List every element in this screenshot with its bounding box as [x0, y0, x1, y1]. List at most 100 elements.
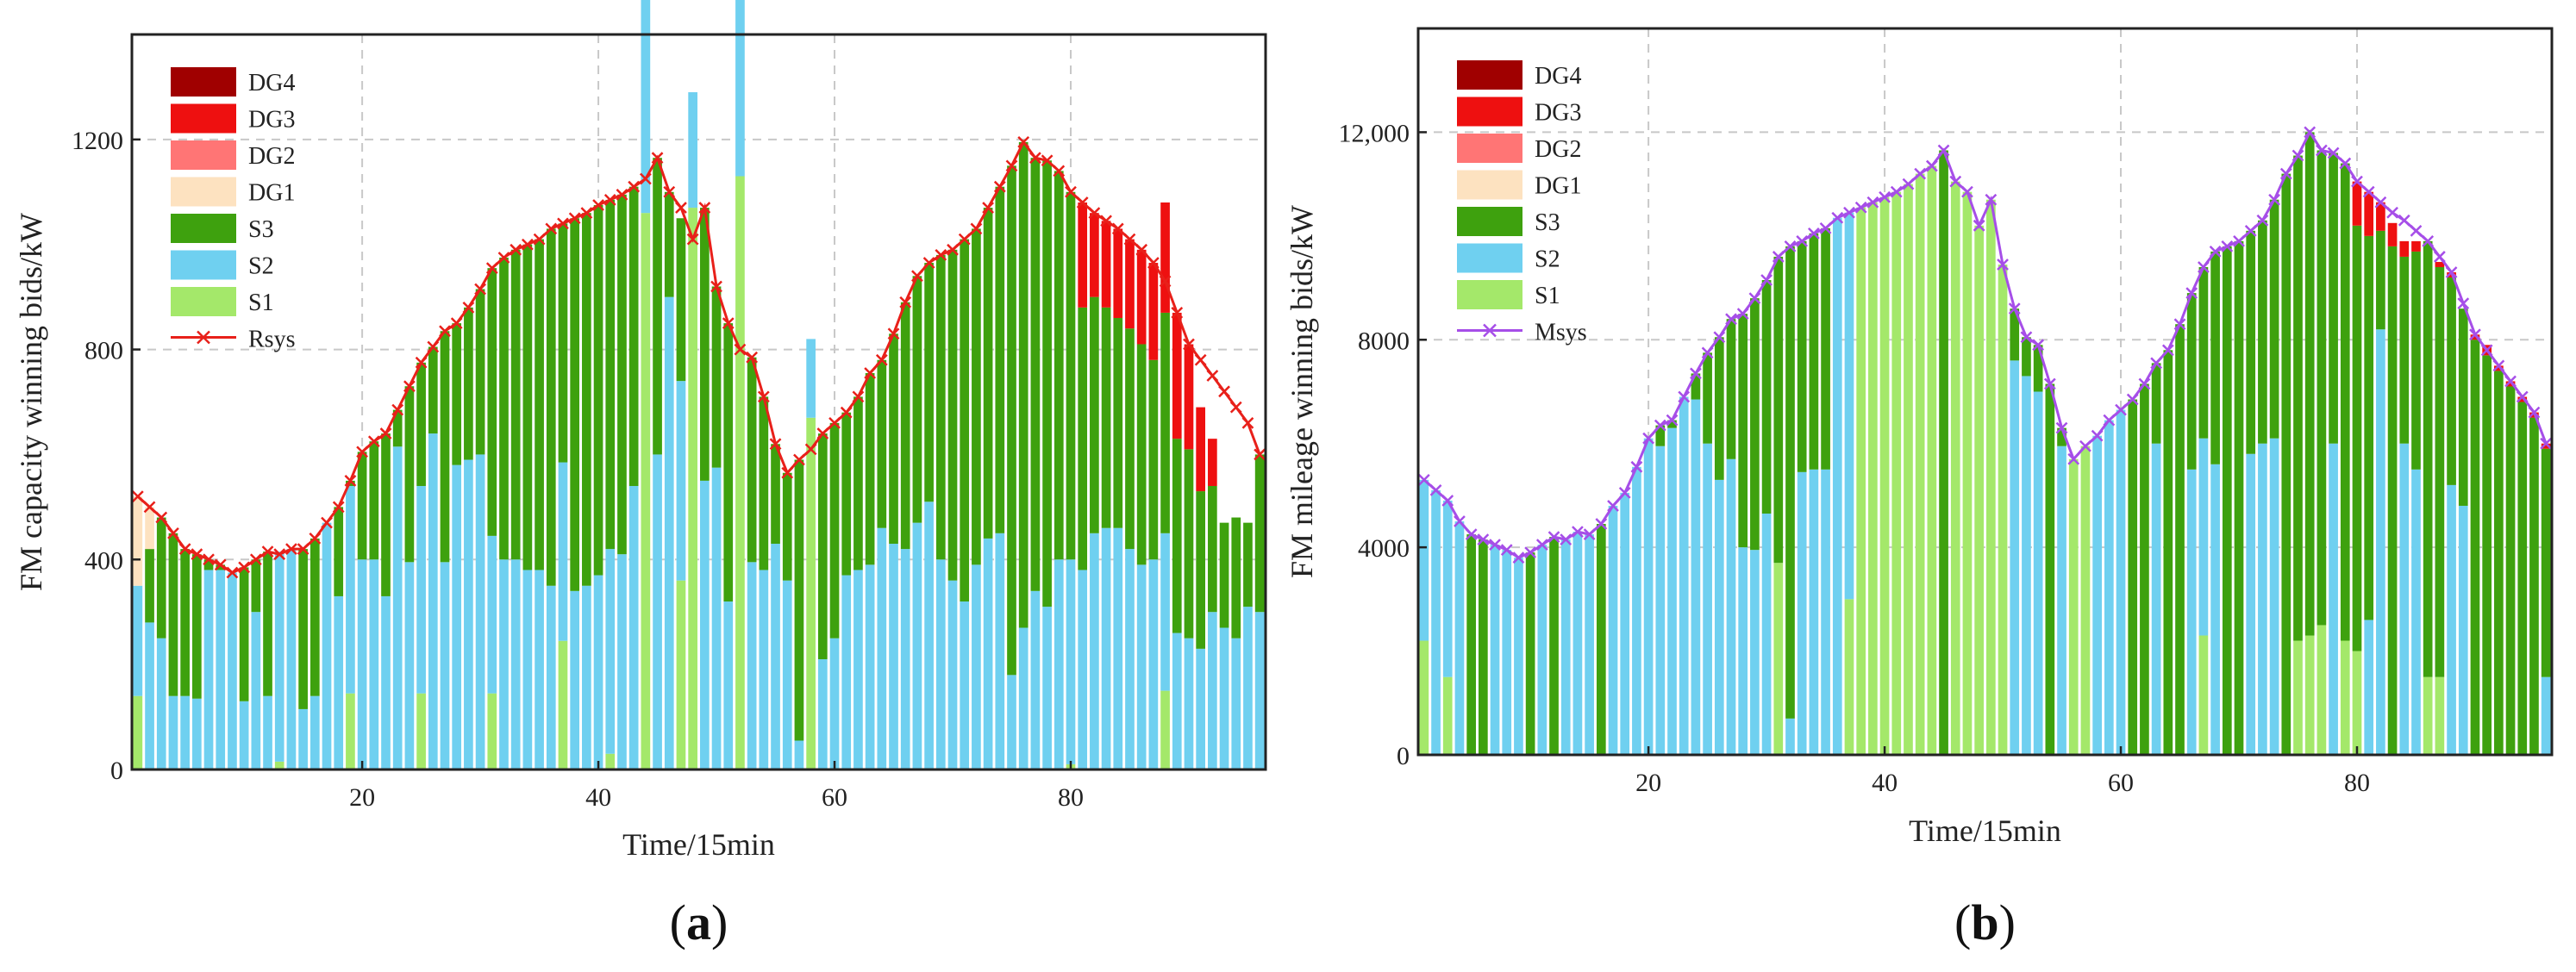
bar-s3 [1196, 491, 1206, 649]
line-marker [2410, 224, 2423, 237]
bar-dg3 [1090, 213, 1099, 297]
bar-s3 [1030, 158, 1041, 591]
panel-label-open: ( [670, 894, 686, 950]
bar-s3 [676, 218, 686, 382]
bar-s3 [2022, 337, 2031, 377]
bar-s3 [935, 254, 946, 560]
y-axis-label: FM mileage winning bids/kW [1285, 205, 1319, 578]
line-marker [1465, 528, 1478, 540]
bar-s2 [735, 0, 745, 177]
bar-s2 [1832, 217, 1842, 755]
bar-s2 [2411, 469, 2421, 755]
bar-s3 [263, 551, 272, 696]
bar-s3 [1125, 328, 1135, 550]
bar-dg3 [1196, 407, 1206, 492]
line-marker [734, 343, 747, 356]
bar-s2 [2198, 438, 2209, 636]
bar-s2 [617, 554, 627, 770]
line-marker [1831, 211, 1844, 224]
line-marker [131, 490, 144, 503]
legend-swatch-s3 [1457, 207, 1522, 236]
bar-s2 [1136, 564, 1147, 770]
bar-s2 [771, 544, 780, 770]
legend-label-dg3: DG3 [1535, 100, 1581, 127]
legend-label-s3: S3 [248, 216, 274, 243]
bar-s2 [298, 708, 308, 770]
bar-s3 [381, 433, 391, 596]
bar-s3 [191, 554, 202, 699]
bar-s3 [2198, 266, 2209, 439]
bar-s2 [464, 459, 473, 770]
bar-s2 [1667, 427, 1677, 755]
line-marker [1500, 544, 1513, 557]
bar-s2 [1761, 514, 1772, 755]
bar-s3 [900, 302, 910, 550]
line-marker [1076, 196, 1089, 209]
chart-panel-b: 20 40 60 80 0 4000 8000 12,000 Time/15min FM mile… [1285, 27, 2554, 950]
line-marker [143, 501, 156, 514]
line-marker [462, 301, 475, 314]
bar-s3 [2128, 399, 2138, 755]
bar-s2 [582, 585, 591, 770]
bar-dg3 [2517, 396, 2528, 402]
line-marker [1678, 390, 1691, 403]
bar-s2 [1572, 532, 1583, 755]
x-tick-label: 20 [349, 783, 375, 812]
bar-s2 [653, 454, 662, 770]
bar-s3 [1797, 240, 1807, 472]
bar-s3 [605, 199, 616, 550]
bar-s2 [156, 638, 166, 770]
line-marker [746, 351, 759, 364]
bar-s3 [239, 567, 249, 701]
bar-s2 [1502, 550, 1512, 755]
bar-s3 [1750, 298, 1760, 551]
bar-s1 [1879, 196, 1890, 756]
bar-s1 [1915, 173, 1925, 756]
bar-s3 [877, 359, 887, 528]
bar-s2 [428, 433, 438, 770]
bar-s2 [1018, 627, 1029, 770]
line-marker [203, 553, 215, 566]
line-marker [261, 545, 274, 558]
bar-s2 [570, 590, 580, 770]
panel-label-close: ) [1999, 894, 2016, 950]
line-marker [982, 202, 994, 214]
bar-s2 [1219, 627, 1229, 770]
bar-s2 [1231, 638, 1241, 770]
line-marker [2316, 144, 2328, 157]
bar-s2 [2010, 360, 2020, 755]
line-marker [1937, 144, 1950, 157]
bar-s2 [334, 595, 344, 770]
bar-s2 [1620, 492, 1630, 755]
bar-s2 [2376, 329, 2385, 755]
line-marker [439, 325, 451, 338]
line-marker [663, 185, 676, 198]
bar-dg3 [2387, 222, 2398, 246]
bar-s1 [133, 695, 143, 770]
bar-s1 [2317, 625, 2327, 755]
y-tick-label: 8000 [1358, 327, 1410, 355]
bar-dg3 [1172, 312, 1182, 439]
line-marker [1512, 551, 1525, 564]
bar-s3 [1703, 352, 1712, 444]
legend-swatch-s3 [171, 214, 236, 243]
line-marker [1535, 539, 1548, 551]
line-marker [450, 317, 463, 329]
bar-s3 [2340, 163, 2350, 641]
bar-s2 [416, 485, 426, 694]
bar-s1 [1773, 563, 1784, 755]
bar-s3 [664, 191, 674, 297]
line-marker [1879, 190, 1891, 203]
line-marker [178, 543, 191, 555]
bar-s3 [452, 323, 462, 465]
line-marker [875, 353, 888, 366]
bar-s1 [274, 761, 284, 770]
line-marker [1572, 526, 1584, 538]
line-marker [1784, 240, 1797, 252]
line-marker [1088, 207, 1101, 220]
line-marker [1429, 484, 1442, 496]
bar-s3 [1172, 439, 1182, 633]
bar-s3 [2458, 308, 2468, 506]
bar-s2 [369, 559, 379, 770]
bar-s1 [1442, 676, 1453, 755]
